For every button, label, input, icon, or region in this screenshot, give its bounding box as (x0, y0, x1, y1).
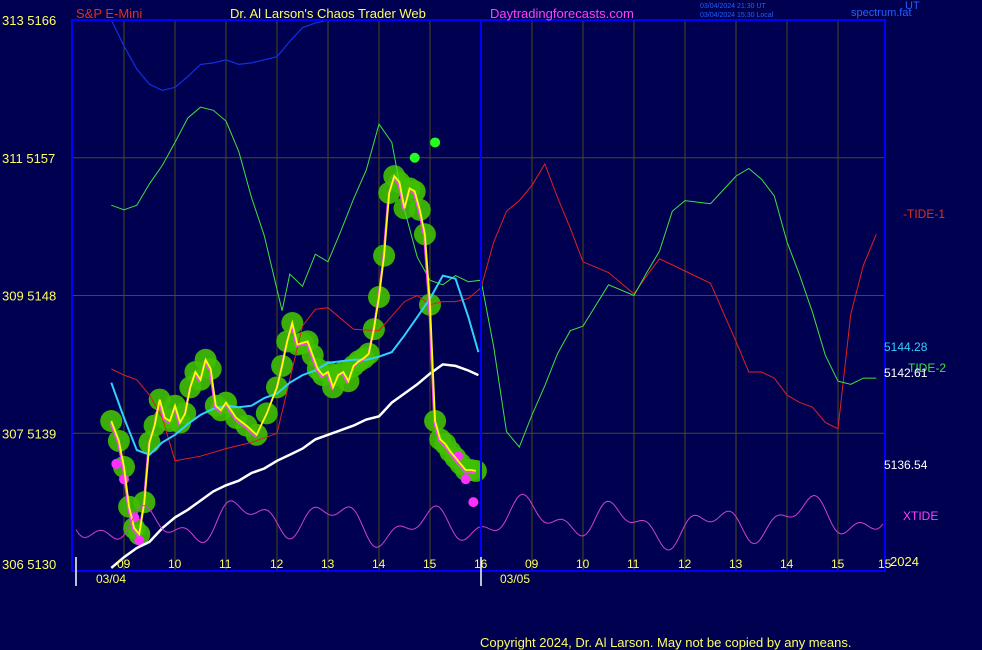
tide1-label: -TIDE-1 (903, 207, 945, 221)
x-hour-label: 09 (117, 557, 131, 571)
source-label: spectrum.fat (851, 7, 912, 19)
x-hour-label: 11 (219, 557, 232, 571)
x-hour-label: 12 (678, 557, 692, 571)
series-line-tide-1 (111, 162, 877, 462)
swing-high-dot (430, 137, 441, 148)
y-tick-label: 313 5166 (2, 13, 56, 28)
copyright-text: Copyright 2024, Dr. Al Larson. May not b… (480, 635, 851, 650)
y-tick-label: 306 5130 (2, 557, 56, 572)
publisher-title: Dr. Al Larson's Chaos Trader Web (230, 6, 426, 21)
x-hour-label: 10 (168, 557, 182, 571)
grid-layer (72, 19, 885, 572)
plot-layer (75, 19, 884, 569)
stamp-ut: 03/04/2024 21:30 UT (700, 3, 766, 10)
instrument-title: S&P E-Mini (76, 6, 142, 21)
x-hour-label: 09 (525, 557, 539, 571)
swing-low-dot (460, 474, 471, 485)
last-price-label: 5136.54 (884, 458, 928, 472)
plot-frame (71, 19, 886, 572)
swing-low-dot (468, 497, 479, 508)
price-glow-point (100, 410, 123, 433)
swing-high-dot (409, 152, 420, 163)
series-line-ma-slow (110, 363, 479, 569)
y-tick-label: 309 5148 (2, 289, 56, 304)
swing-low-dot (111, 458, 122, 469)
xtide-label: XTIDE (903, 509, 938, 523)
website-link[interactable]: Daytradingforecasts.com (490, 6, 634, 21)
swing-low-dot (134, 535, 145, 546)
x-hour-label: 12 (270, 557, 284, 571)
ma-fast-value-label: 5144.28 (884, 340, 928, 354)
y-tick-label: 307 5139 (2, 426, 56, 441)
series-line-tide-2 (111, 106, 877, 448)
series-line-price-fast (109, 176, 476, 539)
series-line-price (110, 174, 477, 537)
tide2-label: TIDE-2 (908, 361, 946, 375)
x-date-label: 03/05 (500, 572, 530, 586)
series-line-ma-fast (110, 274, 480, 456)
stamp-local: 03/04/2024 15:30 Local (700, 12, 774, 19)
year-label: 2024 (890, 554, 919, 569)
label-layer: 313 5166 311 5157 309 5148 307 5139 306 5130… (2, 13, 946, 586)
x-hour-label: 14 (780, 557, 794, 571)
x-hour-label: 15 (423, 557, 437, 571)
corner-label: UT (905, 0, 920, 12)
x-hour-label: 14 (372, 557, 386, 571)
x-hour-label: 15 (878, 557, 892, 571)
series-line-xtide (75, 493, 884, 551)
x-hour-label: 10 (576, 557, 590, 571)
ma-slow-value-label: 5142.61 (884, 366, 928, 380)
x-hour-label: 13 (321, 557, 335, 571)
y-tick-label: 311 5157 (2, 151, 55, 166)
x-hour-label: 15 (831, 557, 845, 571)
x-date-label: 03/04 (96, 572, 126, 586)
x-hour-label: 11 (627, 557, 640, 571)
x-hour-label: 13 (729, 557, 743, 571)
